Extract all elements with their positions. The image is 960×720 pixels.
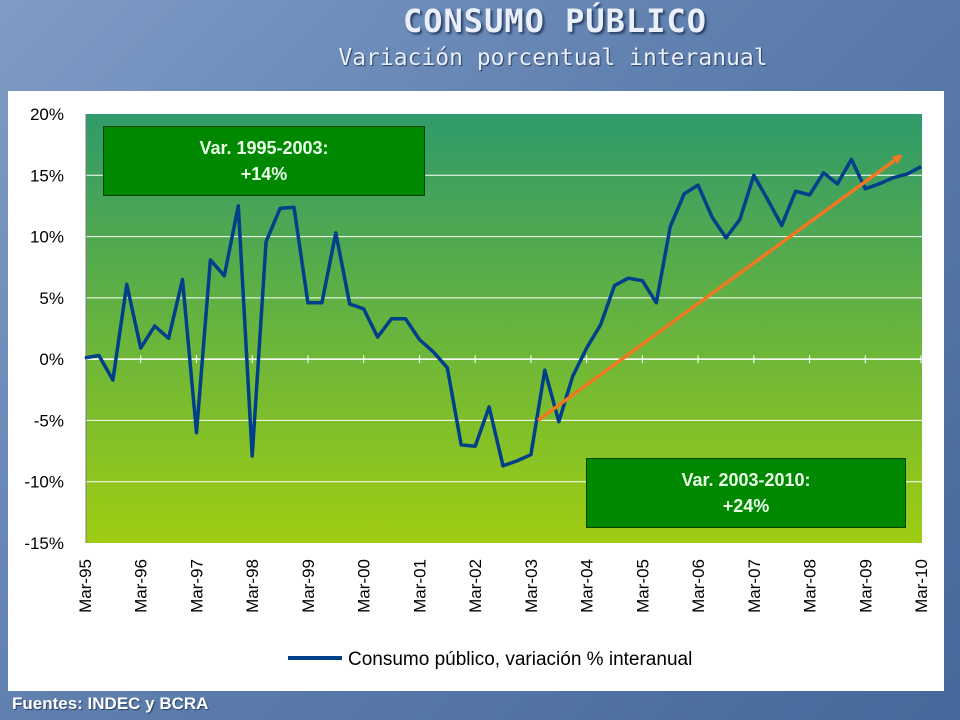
data-point xyxy=(98,354,100,356)
data-point xyxy=(502,465,504,467)
data-point xyxy=(823,172,825,174)
data-point xyxy=(753,174,755,176)
legend-label: Consumo público, variación % interanual xyxy=(348,649,692,670)
y-tick-label: 20% xyxy=(30,105,64,124)
data-point xyxy=(474,445,476,447)
x-tick-label: Mar-05 xyxy=(633,559,652,613)
data-point xyxy=(655,302,657,304)
data-point xyxy=(279,207,281,209)
data-point xyxy=(404,318,406,320)
x-tick-label: Mar-96 xyxy=(132,559,151,613)
annotation-2003-2010-value: +24% xyxy=(722,496,770,516)
data-point xyxy=(781,225,783,227)
data-point xyxy=(516,460,518,462)
data-point xyxy=(84,357,86,359)
data-point xyxy=(182,278,184,280)
y-tick-label: 15% xyxy=(30,166,64,185)
source-note: Fuentes: INDEC y BCRA xyxy=(12,694,209,713)
x-tick-label: Mar-95 xyxy=(76,559,95,613)
annotation-box-1995-2003: Var. 1995-2003: +14% xyxy=(103,126,425,196)
data-point xyxy=(140,347,142,349)
data-point xyxy=(572,375,574,377)
data-point xyxy=(335,232,337,234)
data-point xyxy=(126,283,128,285)
x-tick-label: Mar-09 xyxy=(856,559,875,613)
data-point xyxy=(613,285,615,287)
data-point xyxy=(377,336,379,338)
data-point xyxy=(237,205,239,207)
data-point xyxy=(168,337,170,339)
data-point xyxy=(711,216,713,218)
y-tick-label: 0% xyxy=(39,350,64,369)
y-tick-label: 5% xyxy=(39,289,64,308)
annotation-1995-2003-title: Var. 1995-2003: xyxy=(199,138,329,158)
data-point xyxy=(558,421,560,423)
data-point xyxy=(878,183,880,185)
annotation-box-2003-2010: Var. 2003-2010: +24% xyxy=(586,458,906,528)
data-point xyxy=(683,193,685,195)
slide-header: CONSUMO PÚBLICO Variación porcentual int… xyxy=(0,0,960,90)
data-point xyxy=(864,188,866,190)
trend-arrow xyxy=(536,154,903,422)
x-tick-label: Mar-99 xyxy=(299,559,318,613)
data-point xyxy=(391,318,393,320)
data-point xyxy=(669,226,671,228)
data-point xyxy=(349,303,351,305)
y-tick-label: -15% xyxy=(24,534,64,553)
data-point xyxy=(836,183,838,185)
x-tick-label: Mar-08 xyxy=(801,559,820,613)
data-point xyxy=(223,275,225,277)
data-point xyxy=(488,406,490,408)
y-tick-label: -5% xyxy=(34,411,64,430)
page-title: CONSUMO PÚBLICO xyxy=(403,2,707,40)
data-point xyxy=(627,277,629,279)
x-tick-label: Mar-02 xyxy=(466,559,485,613)
data-point xyxy=(725,237,727,239)
data-point xyxy=(809,194,811,196)
data-point xyxy=(641,280,643,282)
x-tick-label: Mar-07 xyxy=(745,559,764,613)
data-point xyxy=(265,240,267,242)
chart-panel: 20% 15% 10% 5% 0% -5% -10% -15% Mar-95 Mar-96 Mar-… xyxy=(8,91,944,691)
data-point xyxy=(209,259,211,261)
data-point xyxy=(920,166,922,168)
data-point xyxy=(251,455,253,457)
x-tick-label: Mar-06 xyxy=(689,559,708,613)
data-point xyxy=(460,444,462,446)
data-point xyxy=(293,206,295,208)
x-tick-label: Mar-98 xyxy=(243,559,262,613)
data-point xyxy=(418,339,420,341)
x-tick-label: Mar-04 xyxy=(578,559,597,613)
data-point xyxy=(697,184,699,186)
page-subtitle: Variación porcentual interanual xyxy=(338,45,768,71)
data-point xyxy=(432,351,434,353)
y-tick-label: 10% xyxy=(30,228,64,247)
y-tick-label: -10% xyxy=(24,473,64,492)
data-point xyxy=(112,379,114,381)
data-point xyxy=(739,218,741,220)
x-tick-label: Mar-97 xyxy=(187,559,206,613)
data-point xyxy=(906,173,908,175)
annotation-2003-2010-title: Var. 2003-2010: xyxy=(681,470,811,490)
data-point xyxy=(586,347,588,349)
data-point xyxy=(795,190,797,192)
data-point xyxy=(544,369,546,371)
data-point xyxy=(195,432,197,434)
x-tick-label: Mar-10 xyxy=(912,559,931,613)
data-point xyxy=(363,308,365,310)
data-point xyxy=(600,324,602,326)
data-point xyxy=(446,367,448,369)
x-tick-label: Mar-00 xyxy=(355,559,374,613)
data-point xyxy=(154,325,156,327)
data-point xyxy=(767,199,769,201)
x-tick-label: Mar-01 xyxy=(410,559,429,613)
data-point xyxy=(307,302,309,304)
annotation-1995-2003-value: +14% xyxy=(240,164,288,184)
x-tick-label: Mar-03 xyxy=(522,559,541,613)
data-point xyxy=(850,158,852,160)
data-point xyxy=(321,302,323,304)
data-point xyxy=(530,454,532,456)
data-point xyxy=(892,177,894,179)
